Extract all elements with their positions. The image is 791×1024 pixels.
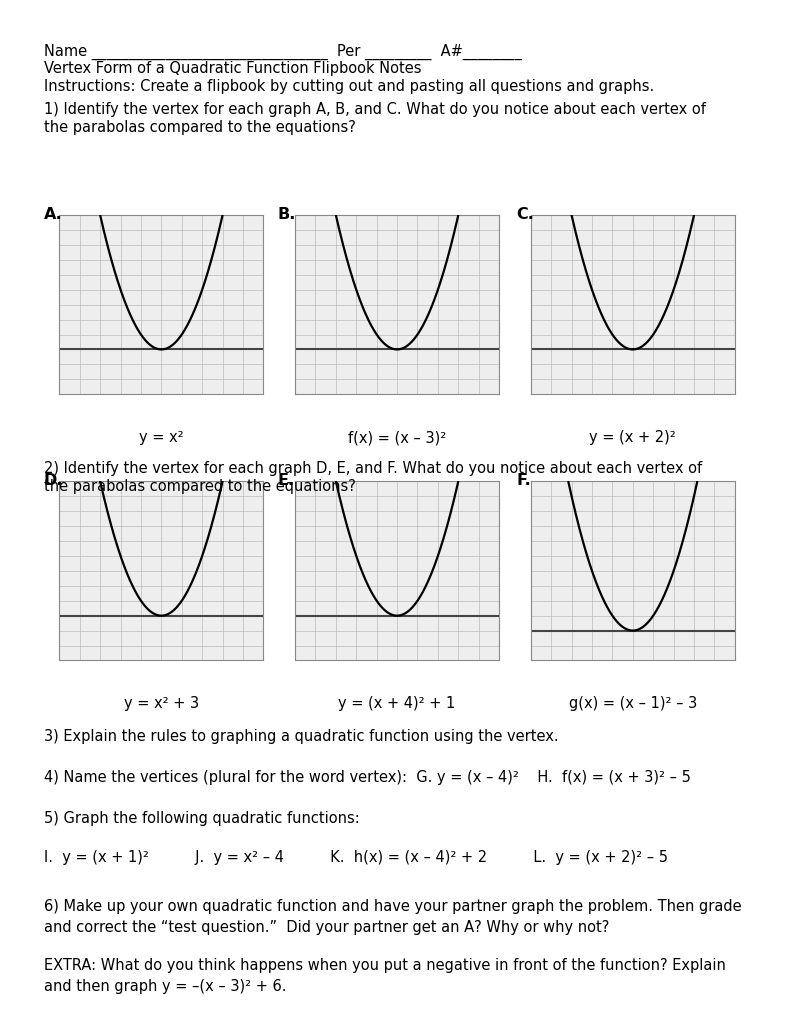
Text: EXTRA: What do you think happens when you put a negative in front of the functio: EXTRA: What do you think happens when yo… bbox=[44, 958, 725, 974]
Text: 1) Identify the vertex for each graph A, B, and C. What do you notice about each: 1) Identify the vertex for each graph A,… bbox=[44, 102, 706, 118]
Text: 6) Make up your own quadratic function and have your partner graph the problem. : 6) Make up your own quadratic function a… bbox=[44, 899, 741, 914]
Text: the parabolas compared to the equations?: the parabolas compared to the equations? bbox=[44, 120, 355, 135]
Text: 3) Explain the rules to graphing a quadratic function using the vertex.: 3) Explain the rules to graphing a quadr… bbox=[44, 729, 558, 744]
Text: y = (x + 4)² + 1: y = (x + 4)² + 1 bbox=[339, 696, 456, 712]
Text: the parabolas compared to the equations?: the parabolas compared to the equations? bbox=[44, 479, 355, 495]
Text: y = (x + 2)²: y = (x + 2)² bbox=[589, 430, 676, 445]
Text: 4) Name the vertices (plural for the word vertex):  G. y = (x – 4)²    H.  f(x) : 4) Name the vertices (plural for the wor… bbox=[44, 770, 691, 785]
Text: 5) Graph the following quadratic functions:: 5) Graph the following quadratic functio… bbox=[44, 811, 359, 826]
Text: I.  y = (x + 1)²          J.  y = x² – 4          K.  h(x) = (x – 4)² + 2       : I. y = (x + 1)² J. y = x² – 4 K. h(x) = … bbox=[44, 850, 668, 865]
Text: D.: D. bbox=[44, 473, 63, 488]
Text: E.: E. bbox=[278, 473, 295, 488]
Text: and then graph y = –(x – 3)² + 6.: and then graph y = –(x – 3)² + 6. bbox=[44, 979, 286, 994]
Text: and correct the “test question.”  Did your partner get an A? Why or why not?: and correct the “test question.” Did you… bbox=[44, 920, 609, 935]
Text: g(x) = (x – 1)² – 3: g(x) = (x – 1)² – 3 bbox=[569, 696, 697, 712]
Text: B.: B. bbox=[278, 207, 296, 222]
Text: A.: A. bbox=[44, 207, 62, 222]
Text: Instructions: Create a flipbook by cutting out and pasting all questions and gra: Instructions: Create a flipbook by cutti… bbox=[44, 79, 653, 94]
Text: 2) Identify the vertex for each graph D, E, and F. What do you notice about each: 2) Identify the vertex for each graph D,… bbox=[44, 461, 702, 476]
Text: y = x² + 3: y = x² + 3 bbox=[124, 696, 199, 712]
Text: y = x²: y = x² bbox=[139, 430, 184, 445]
Text: C.: C. bbox=[517, 207, 535, 222]
Text: Vertex Form of a Quadratic Function Flipbook Notes: Vertex Form of a Quadratic Function Flip… bbox=[44, 61, 421, 77]
Text: Name ________________________________  Per _________  A#________: Name ________________________________ Pe… bbox=[44, 44, 521, 60]
Text: F.: F. bbox=[517, 473, 532, 488]
Text: f(x) = (x – 3)²: f(x) = (x – 3)² bbox=[348, 430, 446, 445]
